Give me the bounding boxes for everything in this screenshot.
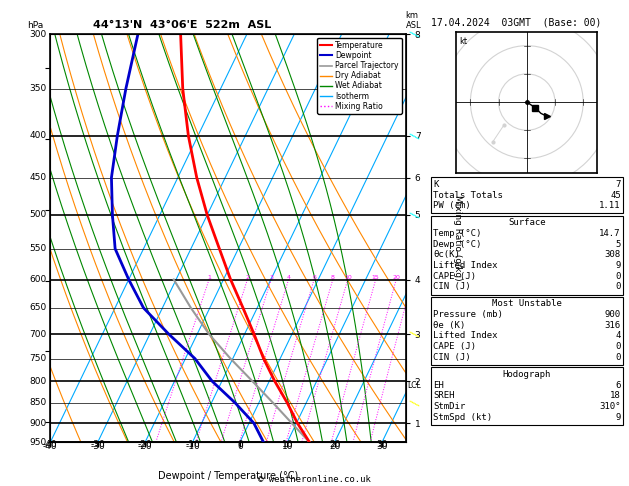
Text: EH: EH — [433, 381, 444, 390]
Text: 20: 20 — [329, 440, 340, 450]
Text: 500: 500 — [30, 210, 47, 220]
X-axis label: Dewpoint / Temperature (°C): Dewpoint / Temperature (°C) — [158, 471, 298, 482]
Text: \: \ — [409, 28, 421, 40]
Text: 650: 650 — [30, 303, 47, 312]
Text: SREH: SREH — [433, 391, 455, 400]
Text: 0: 0 — [237, 440, 243, 450]
Text: km
ASL: km ASL — [406, 11, 421, 30]
Text: 7: 7 — [615, 180, 621, 189]
Text: 316: 316 — [604, 321, 621, 330]
Text: 950: 950 — [30, 438, 47, 447]
Text: Most Unstable: Most Unstable — [492, 299, 562, 309]
Text: 30: 30 — [376, 440, 387, 450]
Text: 850: 850 — [30, 399, 47, 407]
Y-axis label: Mixing Ratio (g/kg): Mixing Ratio (g/kg) — [453, 195, 462, 281]
Text: © weatheronline.co.uk: © weatheronline.co.uk — [258, 474, 371, 484]
Text: 400: 400 — [30, 131, 47, 140]
Text: K: K — [433, 180, 439, 189]
Text: CIN (J): CIN (J) — [433, 282, 471, 292]
Text: CAPE (J): CAPE (J) — [433, 342, 476, 351]
Text: 350: 350 — [30, 84, 47, 93]
Text: 10: 10 — [344, 275, 352, 279]
Text: -40: -40 — [43, 442, 58, 451]
Text: 300: 300 — [30, 30, 47, 38]
Text: Hodograph: Hodograph — [503, 370, 551, 379]
Text: 800: 800 — [30, 377, 47, 386]
Text: LCL: LCL — [408, 382, 421, 390]
Text: 700: 700 — [30, 330, 47, 339]
Text: 0: 0 — [615, 342, 621, 351]
Text: 10: 10 — [282, 442, 293, 451]
Text: -30: -30 — [91, 442, 105, 451]
Text: 30: 30 — [376, 442, 387, 451]
Text: 750: 750 — [30, 354, 47, 363]
Text: 6: 6 — [312, 275, 316, 279]
Text: 8: 8 — [331, 275, 335, 279]
Text: Temp (°C): Temp (°C) — [433, 229, 482, 238]
Text: 4: 4 — [287, 275, 291, 279]
Text: \: \ — [409, 397, 421, 409]
Text: Dewp (°C): Dewp (°C) — [433, 240, 482, 249]
Text: 308: 308 — [604, 250, 621, 260]
Text: 450: 450 — [30, 173, 47, 182]
Text: 2: 2 — [245, 275, 249, 279]
Text: StmDir: StmDir — [433, 402, 465, 411]
Text: 900: 900 — [30, 418, 47, 428]
Text: 18: 18 — [610, 391, 621, 400]
Text: Pressure (mb): Pressure (mb) — [433, 310, 503, 319]
Text: 44°13'N  43°06'E  522m  ASL: 44°13'N 43°06'E 522m ASL — [93, 20, 271, 30]
Text: kt: kt — [459, 37, 467, 46]
Text: -20: -20 — [138, 442, 152, 451]
Text: 20: 20 — [392, 275, 400, 279]
Text: \: \ — [409, 130, 421, 142]
Text: 0: 0 — [237, 442, 243, 451]
Text: θe (K): θe (K) — [433, 321, 465, 330]
Text: CIN (J): CIN (J) — [433, 353, 471, 362]
Text: -40: -40 — [43, 440, 58, 450]
Text: 20: 20 — [329, 442, 340, 451]
Text: 5: 5 — [615, 240, 621, 249]
Text: 4: 4 — [615, 331, 621, 341]
Text: \: \ — [409, 328, 421, 340]
Text: 310°: 310° — [599, 402, 621, 411]
Text: 9: 9 — [615, 261, 621, 270]
Text: Totals Totals: Totals Totals — [433, 191, 503, 200]
Text: \: \ — [409, 209, 421, 221]
Text: CAPE (J): CAPE (J) — [433, 272, 476, 281]
Text: PW (cm): PW (cm) — [433, 201, 471, 210]
Text: -20: -20 — [138, 440, 152, 450]
Text: 6: 6 — [615, 381, 621, 390]
Text: 17.04.2024  03GMT  (Base: 00): 17.04.2024 03GMT (Base: 00) — [431, 17, 601, 27]
Text: 14.7: 14.7 — [599, 229, 621, 238]
Text: -30: -30 — [91, 440, 105, 450]
Text: 1: 1 — [207, 275, 211, 279]
Text: 3: 3 — [269, 275, 273, 279]
Text: Lifted Index: Lifted Index — [433, 331, 498, 341]
Text: hPa: hPa — [27, 21, 43, 30]
Text: θc(K): θc(K) — [433, 250, 460, 260]
Text: Lifted Index: Lifted Index — [433, 261, 498, 270]
Text: 45: 45 — [610, 191, 621, 200]
Text: -10: -10 — [185, 442, 200, 451]
Text: 15: 15 — [372, 275, 379, 279]
Text: StmSpd (kt): StmSpd (kt) — [433, 413, 493, 422]
Text: 9: 9 — [615, 413, 621, 422]
Text: Surface: Surface — [508, 218, 545, 227]
Text: 1.11: 1.11 — [599, 201, 621, 210]
Text: 10: 10 — [282, 440, 293, 450]
Text: 0: 0 — [615, 272, 621, 281]
Text: 550: 550 — [30, 244, 47, 253]
Text: 600: 600 — [30, 275, 47, 284]
Text: 0: 0 — [615, 282, 621, 292]
Text: -10: -10 — [185, 440, 200, 450]
Text: 900: 900 — [604, 310, 621, 319]
Text: 0: 0 — [615, 353, 621, 362]
Legend: Temperature, Dewpoint, Parcel Trajectory, Dry Adiabat, Wet Adiabat, Isotherm, Mi: Temperature, Dewpoint, Parcel Trajectory… — [317, 38, 402, 114]
